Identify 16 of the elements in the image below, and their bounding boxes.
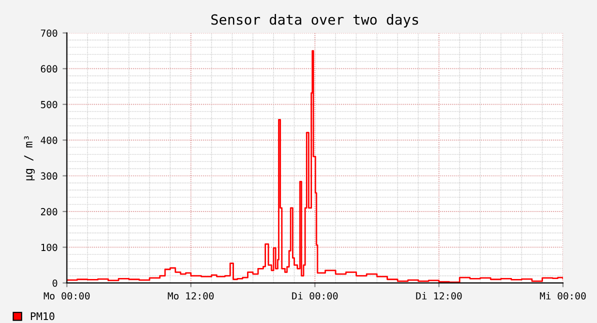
y-tick-label: 0 [52, 279, 58, 287]
y-axis-title: µg / m³ [24, 136, 35, 180]
y-tick-label: 300 [40, 172, 58, 180]
y-tick-label: 400 [40, 136, 58, 144]
y-tick-label: 600 [40, 65, 58, 73]
x-tick-label: Di 12:00 [416, 292, 462, 300]
x-tick-label: Mo 12:00 [168, 292, 214, 300]
x-tick-label: Mo 00:00 [44, 292, 90, 300]
chart-title: Sensor data over two days [211, 14, 418, 28]
x-tick-label: Mi 00:00 [540, 292, 586, 300]
legend-label: PM10 [30, 312, 54, 320]
y-tick-label: 500 [40, 100, 58, 108]
x-tick-label: Di 00:00 [292, 292, 338, 300]
y-tick-label: 100 [41, 244, 58, 252]
y-tick-label: 200 [41, 208, 58, 216]
y-tick-label: 700 [40, 29, 58, 37]
